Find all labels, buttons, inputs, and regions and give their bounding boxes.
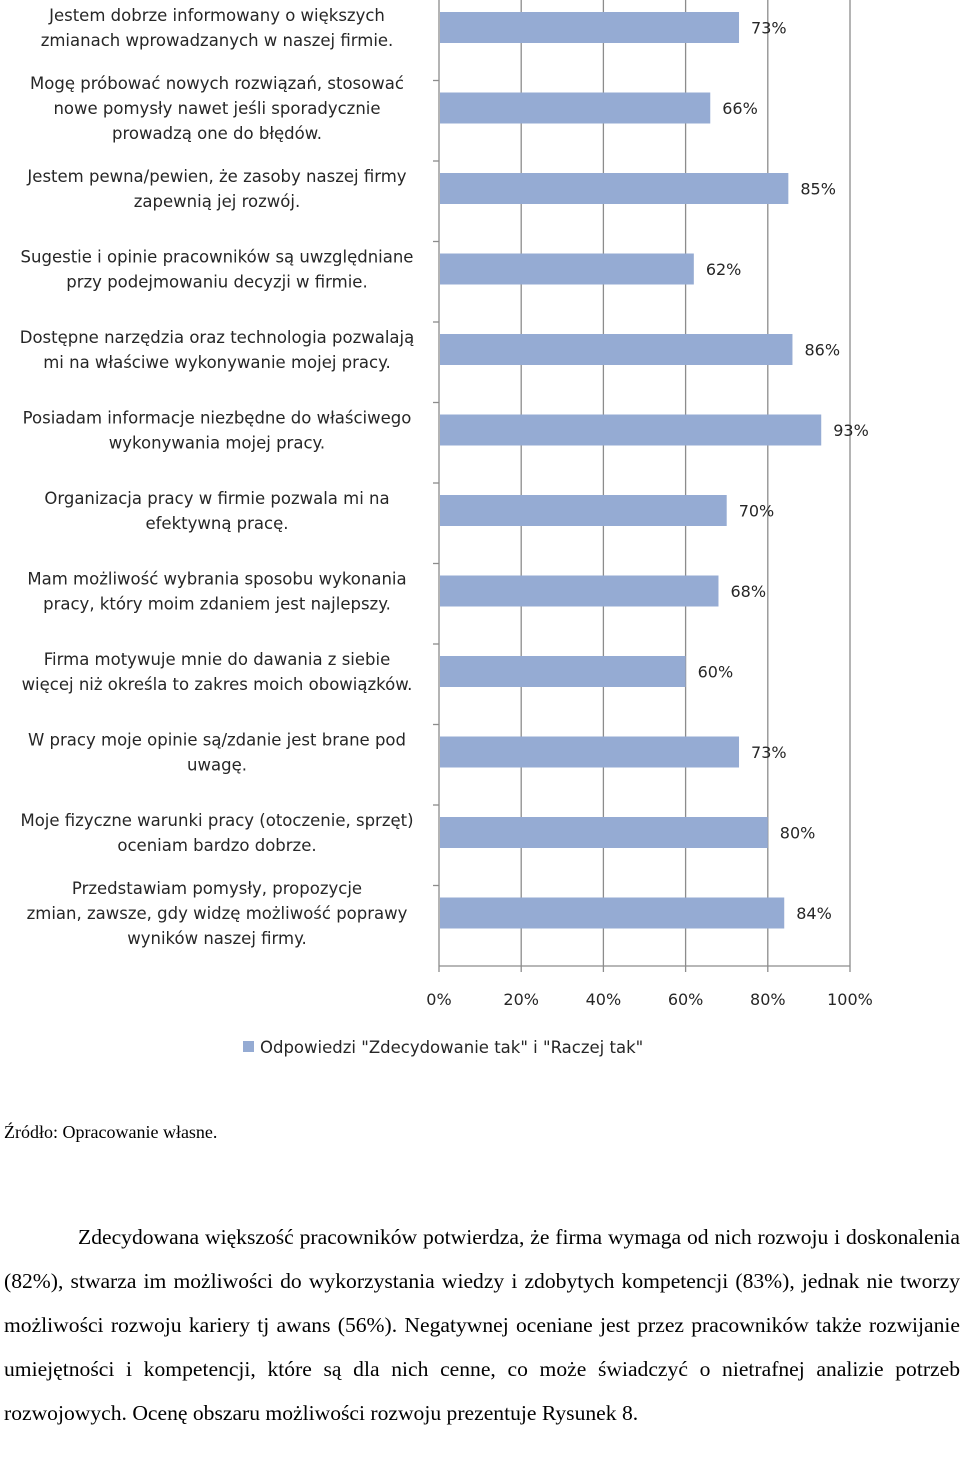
category-label-line: Dostępne narzędzia oraz technologia pozw… <box>20 328 415 347</box>
x-tick-label: 40% <box>586 990 622 1009</box>
category-label-line: Jestem dobrze informowany o większych <box>48 6 385 25</box>
category-label: Posiadam informacje niezbędne do właściw… <box>23 409 412 453</box>
value-label: 66% <box>722 99 758 118</box>
x-tick-label: 20% <box>503 990 539 1009</box>
category-labels: Jestem dobrze informowany o większych zmi… <box>20 6 415 948</box>
source-note: Źródło: Opracowanie własne. <box>4 1122 218 1142</box>
value-label: 73% <box>751 743 787 762</box>
category-label: Przedstawiam pomysły, propozycje zmian, z… <box>27 879 408 948</box>
value-label: 80% <box>780 824 816 843</box>
x-tick-label: 80% <box>750 990 786 1009</box>
bar <box>440 92 711 124</box>
bar <box>440 817 768 848</box>
bar <box>440 12 740 43</box>
bar <box>440 173 789 204</box>
x-tick-label: 0% <box>426 990 451 1009</box>
value-label: 93% <box>833 421 869 440</box>
axes <box>433 0 851 972</box>
category-label-line: Organizacja pracy w firmie pozwala mi na <box>44 489 389 508</box>
bar <box>440 897 785 929</box>
x-tick-labels: 0% 20% 40% 60% 80% 100% <box>426 990 873 1009</box>
bar <box>440 414 822 446</box>
category-label: Moje fizyczne warunki pracy (otoczenie, … <box>20 811 413 855</box>
category-label-line: nowe pomysły nawet jeśli sporadycznie <box>53 99 380 118</box>
category-label-line: mi na właściwe wykonywanie mojej pracy. <box>43 353 391 372</box>
bar <box>440 575 719 607</box>
category-label-line: Firma motywuje mnie do dawania z siebie <box>44 650 391 669</box>
category-label: Jestem dobrze informowany o większych zmi… <box>41 6 394 50</box>
category-label-line: wyników naszej firmy. <box>127 929 307 948</box>
category-label: Mogę próbować nowych rozwiązań, stosować… <box>30 74 404 143</box>
bars <box>440 12 822 929</box>
legend-swatch <box>243 1041 254 1052</box>
category-label-line: Mogę próbować nowych rozwiązań, stosować <box>30 74 404 93</box>
legend-label: Odpowiedzi "Zdecydowanie tak" i "Raczej … <box>260 1038 643 1057</box>
value-label: 85% <box>800 180 836 199</box>
category-label-line: efektywną pracę. <box>145 514 288 533</box>
category-label-line: oceniam bardzo dobrze. <box>117 836 316 855</box>
legend: Odpowiedzi "Zdecydowanie tak" i "Raczej … <box>243 1038 643 1057</box>
category-label-line: Mam możliwość wybrania sposobu wykonania <box>27 570 406 589</box>
category-label-line: Posiadam informacje niezbędne do właściw… <box>23 409 412 428</box>
category-label: Firma motywuje mnie do dawania z siebie w… <box>22 650 413 694</box>
bar-chart: Jestem dobrze informowany o większych zmi… <box>20 0 873 1057</box>
bar <box>440 253 694 285</box>
value-labels: 73% 66% 85% 62% 86% 93% 70% 68% 60% 73% 80% 84% <box>698 19 869 924</box>
x-tick-label: 100% <box>827 990 873 1009</box>
bar <box>440 736 740 768</box>
category-label-line: Sugestie i opinie pracowników są uwzględ… <box>21 248 414 267</box>
bar <box>440 495 727 526</box>
value-label: 86% <box>804 341 840 360</box>
category-label: W pracy moje opinie są/zdanie jest brane… <box>28 731 406 775</box>
value-label: 70% <box>739 502 775 521</box>
category-label-line: więcej niż określa to zakres moich obowi… <box>22 675 413 694</box>
category-label: Organizacja pracy w firmie pozwala mi na… <box>44 489 389 533</box>
bar <box>440 334 793 365</box>
value-label: 68% <box>730 582 766 601</box>
category-label-line: Jestem pewna/pewien, że zasoby naszej fi… <box>26 167 406 186</box>
category-label-line: pracy, który moim zdaniem jest najlepszy… <box>43 595 391 614</box>
value-label: 62% <box>706 260 742 279</box>
value-label: 73% <box>751 19 787 38</box>
value-label: 84% <box>796 904 832 923</box>
category-label-line: Moje fizyczne warunki pracy (otoczenie, … <box>20 811 413 830</box>
category-label-line: zmian, zawsze, gdy widzę możliwość popra… <box>27 904 408 923</box>
category-label-line: uwagę. <box>187 756 247 775</box>
category-label: Jestem pewna/pewien, że zasoby naszej fi… <box>26 167 406 211</box>
category-label: Dostępne narzędzia oraz technologia pozw… <box>20 328 415 372</box>
category-label-line: zmianach wprowadzanych w naszej firmie. <box>41 31 394 50</box>
bar <box>440 656 686 687</box>
value-label: 60% <box>698 663 734 682</box>
x-tick-label: 60% <box>668 990 704 1009</box>
category-label: Sugestie i opinie pracowników są uwzględ… <box>21 248 414 292</box>
category-label-line: prowadzą one do błędów. <box>112 124 322 143</box>
body-paragraph: Zdecydowana większość pracowników potwie… <box>4 1225 960 1425</box>
category-label-line: wykonywania mojej pracy. <box>109 434 325 453</box>
category-label: Mam możliwość wybrania sposobu wykonania… <box>27 570 406 614</box>
gridlines <box>520 0 851 966</box>
category-label-line: W pracy moje opinie są/zdanie jest brane… <box>28 731 406 750</box>
category-label-line: przy podejmowaniu decyzji w firmie. <box>66 273 367 292</box>
category-label-line: zapewnią jej rozwój. <box>134 192 300 211</box>
category-label-line: Przedstawiam pomysły, propozycje <box>72 879 362 898</box>
